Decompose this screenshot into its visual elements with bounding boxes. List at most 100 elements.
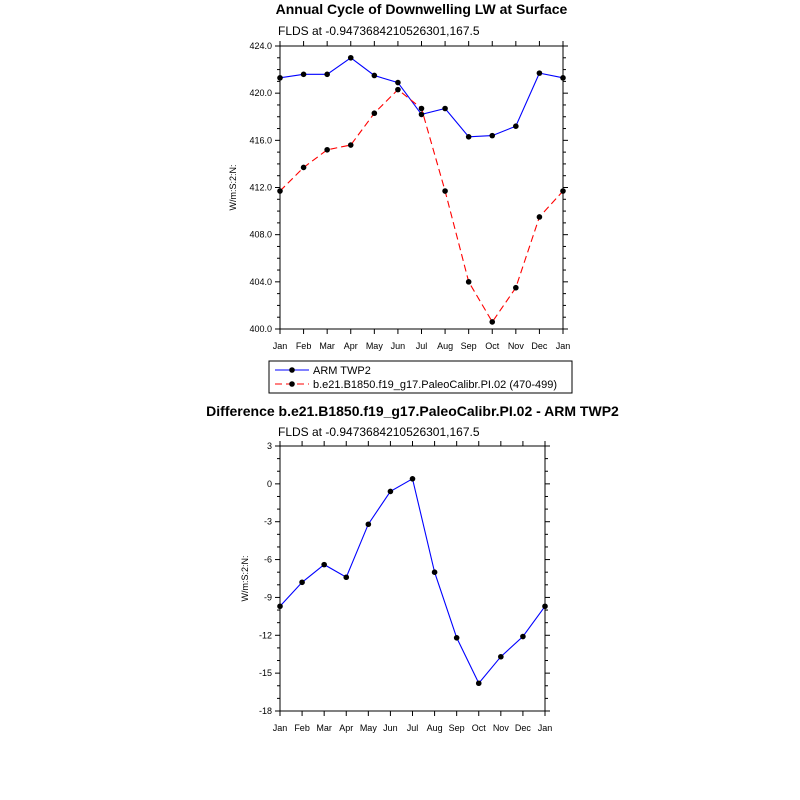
chart-title: Difference b.e21.B1850.f19_g17.PaleoCali… <box>206 403 619 419</box>
plot-frame <box>279 445 546 712</box>
x-tick-label: Mar <box>319 341 335 351</box>
y-tick-label: 0 <box>267 479 272 489</box>
data-point <box>442 105 448 112</box>
data-point <box>387 488 394 495</box>
data-point <box>324 146 330 153</box>
legend-marker <box>289 367 295 373</box>
data-point <box>299 579 305 586</box>
legend: ARM TWP2 b.e21.B1850.f19_g17.PaleoCalibr.… <box>268 360 573 394</box>
x-tick-label: Jun <box>391 341 406 351</box>
data-point <box>347 54 354 61</box>
x-tick-label: Jul <box>407 723 419 733</box>
plot-frame <box>279 45 564 330</box>
data-point <box>498 653 504 660</box>
legend-label-2: b.e21.B1850.f19_g17.PaleoCalibr.PI.02 (4… <box>313 379 557 391</box>
data-point <box>465 133 472 140</box>
data-point <box>465 279 472 285</box>
data-point <box>371 110 378 117</box>
data-point <box>442 188 448 194</box>
data-point <box>560 75 566 81</box>
data-point <box>520 633 526 640</box>
legend-marker <box>289 381 295 387</box>
legend-label-1: ARM TWP2 <box>313 365 371 377</box>
data-point <box>536 214 543 220</box>
x-tick-label: Aug <box>437 341 453 351</box>
x-tick-label: Apr <box>344 341 358 351</box>
chart-panel-1: Annual Cycle of Downwelling LW at Surfac… <box>228 1 573 394</box>
x-tick-label: Oct <box>472 723 487 733</box>
data-point <box>542 603 548 610</box>
x-tick-label: Apr <box>339 723 353 733</box>
data-point <box>513 284 519 291</box>
data-point <box>277 75 283 81</box>
y-tick-label: -6 <box>264 555 272 565</box>
data-point <box>395 86 401 93</box>
y-tick-label: -12 <box>259 630 272 640</box>
y-tick-label: 412.0 <box>249 183 272 193</box>
chart-panel-2: Difference b.e21.B1850.f19_g17.PaleoCali… <box>206 403 619 733</box>
x-tick-label: Aug <box>427 723 443 733</box>
data-point <box>365 521 372 528</box>
y-tick-label: 416.0 <box>249 135 272 145</box>
x-tick-label: Feb <box>294 723 310 733</box>
y-tick-label: -18 <box>259 706 272 716</box>
data-point <box>321 561 327 568</box>
x-tick-label: Jan <box>273 723 288 733</box>
data-point <box>489 132 496 139</box>
data-point <box>343 574 350 581</box>
x-tick-label: Sep <box>461 341 477 351</box>
y-tick-label: 408.0 <box>249 230 272 240</box>
x-tick-label: Oct <box>485 341 500 351</box>
data-point <box>513 123 519 129</box>
x-tick-label: Mar <box>316 723 332 733</box>
y-tick-label: 400.0 <box>249 324 272 334</box>
chart-subtitle: FLDS at -0.9473684210526301,167.5 <box>278 425 480 439</box>
x-tick-label: May <box>366 341 384 351</box>
x-tick-label: Nov <box>493 723 510 733</box>
data-point <box>418 111 425 118</box>
data-point <box>431 569 438 575</box>
data-point <box>347 142 354 148</box>
y-tick-label: -9 <box>264 592 272 602</box>
x-tick-label: Dec <box>531 341 548 351</box>
x-tick-label: Jan <box>273 341 288 351</box>
data-point <box>560 188 566 194</box>
data-point <box>277 188 283 194</box>
data-point <box>277 603 283 610</box>
data-point <box>395 79 401 86</box>
x-tick-label: Jan <box>556 341 571 351</box>
x-tick-label: Feb <box>296 341 312 351</box>
data-point <box>300 71 307 78</box>
y-axis-label: W/m:S:2:N: <box>240 555 250 601</box>
series-line-2 <box>279 88 564 323</box>
data-point <box>489 319 496 325</box>
y-tick-label: 404.0 <box>249 277 272 287</box>
series-line-1 <box>279 477 546 685</box>
y-tick-label: -15 <box>259 668 272 678</box>
chart-title: Annual Cycle of Downwelling LW at Surfac… <box>276 1 568 17</box>
data-point <box>300 164 307 171</box>
data-point <box>453 635 460 641</box>
y-tick-label: -3 <box>264 517 272 527</box>
y-tick-label: 3 <box>267 441 272 451</box>
series-line-1 <box>279 57 564 138</box>
y-tick-label: 424.0 <box>249 41 272 51</box>
x-tick-label: Jan <box>538 723 553 733</box>
y-tick-label: 420.0 <box>249 88 272 98</box>
data-point <box>409 476 416 482</box>
y-axis-label: W/m:S:2:N: <box>228 164 238 210</box>
x-tick-label: Jun <box>383 723 398 733</box>
x-tick-label: Dec <box>515 723 532 733</box>
x-tick-label: May <box>360 723 378 733</box>
data-point <box>371 72 378 79</box>
x-tick-label: Sep <box>449 723 465 733</box>
legend-box <box>268 360 573 394</box>
data-point <box>418 105 425 112</box>
data-point <box>475 680 482 687</box>
chart-subtitle: FLDS at -0.9473684210526301,167.5 <box>278 24 480 38</box>
data-point <box>536 70 543 76</box>
data-point <box>324 71 330 78</box>
x-tick-label: Nov <box>508 341 525 351</box>
x-tick-label: Jul <box>416 341 428 351</box>
